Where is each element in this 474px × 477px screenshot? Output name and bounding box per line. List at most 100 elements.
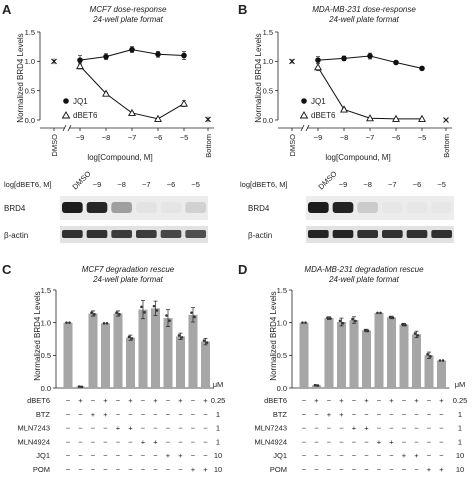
title-c-line1: MCF7 degradation rescue [82, 265, 175, 274]
jq1-point [181, 52, 187, 59]
treatment-sign: − [339, 451, 344, 460]
replicate-dot [363, 328, 367, 332]
brd4-band [308, 202, 329, 213]
bar [101, 323, 110, 388]
treatment-sign: − [389, 424, 394, 433]
x-tick-label: −7 [366, 133, 375, 142]
replicate-dot [80, 385, 84, 389]
blot-lane-label: −7 [142, 180, 151, 189]
treatment-sign: + [314, 396, 319, 405]
blot-lane-label: DMSO [70, 169, 92, 191]
replicate-dot [130, 337, 134, 340]
actin-band [62, 230, 83, 238]
brd4-band [136, 202, 157, 213]
title-b-line2: 24-well plate format [328, 15, 400, 24]
treatment-sign: − [427, 396, 432, 405]
x-tick-label: −7 [128, 133, 137, 142]
unit-label: μM [213, 380, 224, 389]
title-c-line2: 24-well plate format [92, 275, 164, 284]
dbet6-point [154, 114, 162, 122]
treatment-sign: + [327, 410, 332, 419]
legend-dbet6-label-a: dBET6 [73, 111, 98, 120]
bar [188, 314, 198, 388]
blot-lane-label: −5 [437, 180, 446, 189]
replicate-dot [168, 319, 171, 322]
treatment-sign: − [414, 410, 419, 419]
dose-response-chart-b: 0.0 0.5 1.0 1.5 DMSO −9 −8 −7 −6 −5 Bottom [263, 28, 452, 158]
treatment-sign: − [141, 451, 146, 460]
dbet6-point [180, 99, 188, 107]
treatment-sign: − [364, 437, 369, 446]
treatment-sign: − [116, 465, 121, 474]
replicate-dot [155, 309, 159, 312]
replicate-dot [416, 334, 420, 337]
treatment-concentration: 10 [456, 451, 464, 460]
y-tick-label: 0.5 [277, 351, 287, 360]
treatment-sign: − [128, 465, 133, 474]
brd4-band [86, 202, 108, 213]
treatment-sign: + [364, 396, 369, 405]
actin-band [185, 230, 206, 238]
y-tick-label: 1.0 [41, 318, 51, 327]
blot-lane-label: −9 [339, 180, 348, 189]
brd4-band [431, 202, 452, 213]
treatment-sign: − [91, 451, 96, 460]
blot-row-label-brd4-b: BRD4 [248, 204, 270, 213]
treatment-sign: − [153, 451, 158, 460]
treatment-sign: − [203, 410, 208, 419]
bar [113, 313, 123, 388]
blot-strip-brd4-b [306, 196, 454, 220]
treatment-sign: − [153, 410, 158, 419]
treatment-sign: + [414, 451, 419, 460]
replicate-dot [180, 336, 184, 339]
actin-band [86, 230, 108, 238]
treatment-sign: − [439, 424, 444, 433]
jq1-point [315, 57, 321, 63]
replicate-dot [326, 316, 329, 320]
treatment-sign: − [327, 465, 332, 474]
treatment-sign: + [128, 396, 133, 405]
replicate-dot [202, 339, 206, 342]
y-tick-label: 1.5 [41, 286, 51, 295]
axis-break-gap [65, 126, 69, 130]
blot-lane-label: DMSO [316, 169, 338, 191]
blot-lane-label: −8 [117, 180, 126, 189]
treatment-concentration: 10 [214, 465, 222, 474]
treatment-sign: − [339, 437, 344, 446]
axis-break-gap [303, 126, 307, 130]
ylabel-d: Normalized BRD4 Levels [269, 291, 278, 380]
treatment-sign: + [153, 437, 158, 446]
treatment-sign: + [203, 396, 208, 405]
treatment-sign: − [191, 410, 196, 419]
treatment-sign: − [191, 451, 196, 460]
treatment-sign: + [203, 465, 208, 474]
y-tick-label: 0.5 [41, 351, 51, 360]
treatment-sign: − [314, 465, 319, 474]
treatment-sign: + [339, 410, 344, 419]
treatment-sign: − [364, 465, 369, 474]
y-tick-label: 0.0 [277, 384, 287, 393]
treatment-sign: − [153, 424, 158, 433]
treatment-sign: − [314, 437, 319, 446]
treatment-sign: − [327, 451, 332, 460]
brd4-band [407, 202, 428, 213]
blot-header-label-a: log[dBET6, M] [4, 180, 52, 189]
treatment-sign: + [103, 396, 108, 405]
treatment-sign: − [203, 451, 208, 460]
treatment-label: MLN7243 [254, 424, 287, 433]
dbet6-point [392, 114, 400, 122]
treatment-sign: − [166, 396, 171, 405]
treatment-sign: + [178, 396, 183, 405]
actin-band [136, 230, 157, 238]
dbet6-point [366, 114, 374, 122]
treatment-concentration: 0.25 [453, 396, 468, 405]
legend-jq1-marker-b [301, 98, 307, 104]
treatment-sign: − [191, 396, 196, 405]
x-tick-label: −6 [392, 133, 401, 142]
replicate-dot [105, 322, 109, 325]
treatment-sign: − [314, 424, 319, 433]
treatment-sign: + [364, 424, 369, 433]
treatment-sign: − [141, 424, 146, 433]
